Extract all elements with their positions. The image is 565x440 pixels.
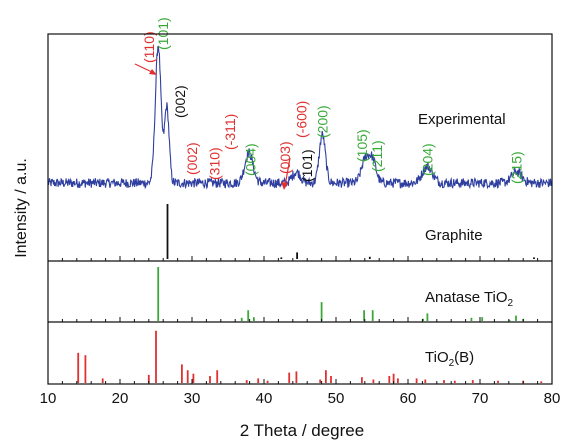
x-tick-label: 50	[328, 390, 345, 407]
annotation-arrowhead	[281, 182, 288, 190]
x-tick-label: 40	[256, 390, 273, 407]
hkl-annotation: (004)	[242, 143, 258, 176]
hkl-annotation: (310)	[206, 147, 222, 180]
reference-panel-label: TiO2(B)	[425, 349, 474, 369]
hkl-annotation: (204)	[419, 143, 435, 176]
annotation-arrowhead	[149, 69, 157, 75]
plot-frame	[47, 33, 553, 385]
hkl-annotation: (110)	[141, 31, 157, 63]
x-tick-label: 70	[472, 390, 489, 407]
experimental-series-line	[47, 45, 553, 190]
hkl-annotation: (101)	[299, 149, 315, 182]
hkl-annotation: (105)	[354, 129, 370, 162]
x-tick-label: 80	[544, 390, 561, 407]
x-tick-label: 20	[112, 390, 129, 407]
x-axis-label: 2 Theta / degree	[240, 421, 364, 440]
hkl-annotation: (003)	[277, 141, 293, 174]
hkl-annotation: (200)	[314, 105, 330, 138]
axes-layer: Intensity / a.u. 2 Theta / degree 10 20 30…	[13, 158, 560, 440]
hkl-annotation: (-600)	[293, 101, 309, 138]
hkl-annotation: (002)	[172, 85, 188, 118]
x-tick-label: 10	[40, 390, 57, 407]
reference-panel-label: Anatase TiO2	[425, 289, 514, 309]
frame-layer	[47, 33, 553, 385]
hkl-annotation: (215)	[509, 151, 525, 184]
y-axis-label: Intensity / a.u.	[13, 158, 30, 258]
x-tick-label: 60	[400, 390, 417, 407]
annotation-arrow	[284, 157, 291, 187]
reference-panel-label: Graphite	[425, 227, 483, 244]
plot-layer: Experimental (110) (101) (002) (002) (310)(-3…	[47, 17, 553, 383]
x-tick-label: 30	[184, 390, 201, 407]
hkl-annotation: (002)	[184, 142, 200, 175]
hkl-annotation: (-311)	[222, 114, 238, 150]
hkl-annotation: (211)	[369, 140, 385, 172]
experimental-series-label: Experimental	[418, 111, 506, 128]
